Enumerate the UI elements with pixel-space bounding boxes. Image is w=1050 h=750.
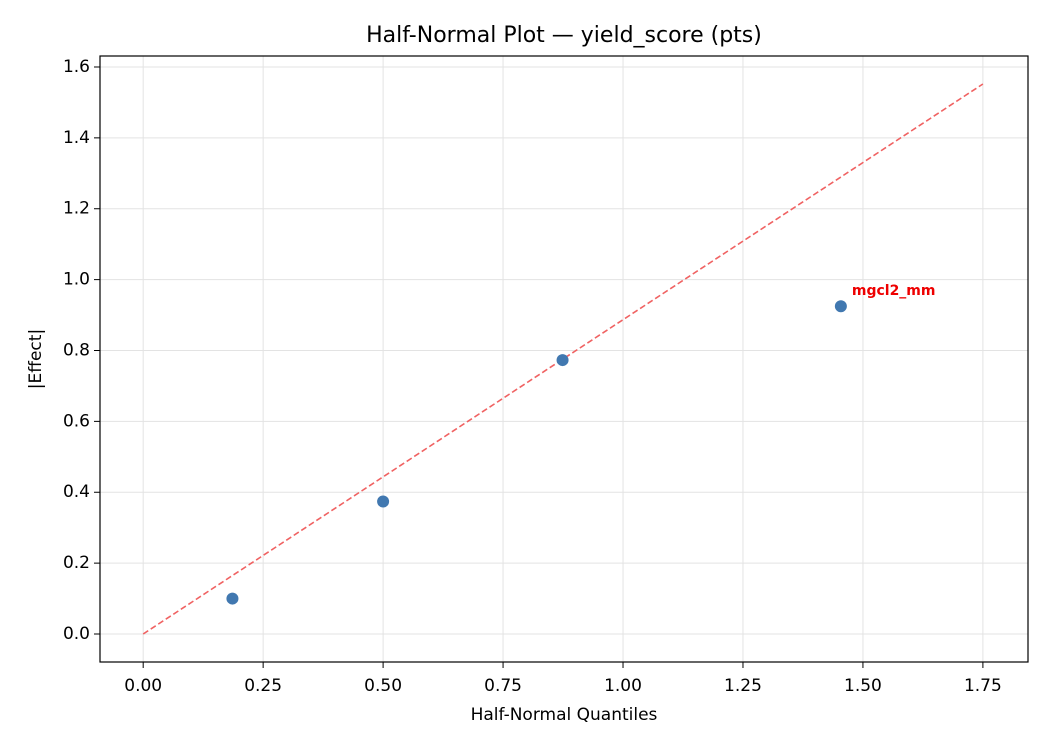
y-tick-label: 0.4 [63,482,90,502]
x-tick-label: 1.00 [604,676,642,696]
x-tick-label: 0.50 [364,676,402,696]
x-tick-label: 1.50 [844,676,882,696]
y-tick-label: 0.6 [63,411,90,431]
x-tick-label: 0.75 [484,676,522,696]
y-tick-label: 0.2 [63,553,90,573]
x-axis-label: Half-Normal Quantiles [471,705,658,725]
reference-line [142,83,984,635]
y-tick-label: 0.0 [63,624,90,644]
plot-frame [99,55,1029,663]
point [556,354,569,367]
y-tick-label: 1.6 [63,57,90,77]
y-axis-label: |Effect| [26,329,46,389]
y-tick-label: 1.0 [63,270,90,290]
x-tick-label: 1.75 [964,676,1002,696]
chart-title: Half-Normal Plot — yield_score (pts) [366,23,762,48]
point [377,495,390,508]
y-tick-label: 1.2 [63,199,90,219]
point-label: mgcl2_mm [852,283,936,299]
y-tick-label: 1.4 [63,128,90,148]
x-tick-label: 1.25 [724,676,762,696]
y-tick-label: 0.8 [63,340,90,360]
x-tick-label: 0.00 [124,676,162,696]
x-tick-label: 0.25 [244,676,282,696]
point [834,300,847,313]
point [226,592,239,605]
